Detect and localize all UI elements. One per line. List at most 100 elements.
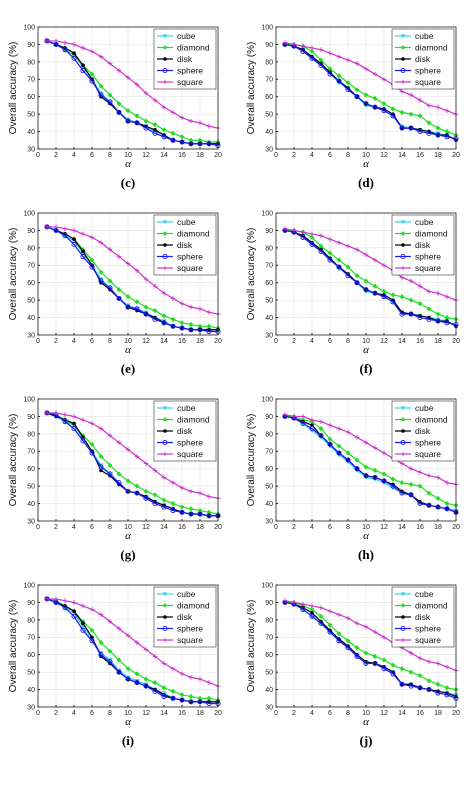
data-point-sphere [206,328,212,335]
legend-marker-square [400,79,406,85]
y-tick-label: 50 [265,484,273,491]
x-tick-label: 14 [398,524,406,531]
data-point-sphere [134,490,140,496]
x-tick-label: 0 [36,152,40,159]
chart-panel: 0 2 4 6 8 10 12 14 16 18 20 30 40 50 60 70 80 90 100 α Overa… [8,582,222,748]
x-tick-label: 4 [72,338,76,345]
data-point-square [152,283,158,289]
data-point-square [318,47,324,52]
legend-label-disk: disk [177,240,193,250]
legend-label-diamond: diamond [177,415,210,425]
data-point-sphere [417,685,423,691]
data-point-square [53,224,59,230]
data-point-square [444,108,450,113]
data-point-square [170,480,176,485]
data-point-diamond [372,467,378,474]
legend-label-disk: disk [177,612,193,622]
data-point-square [197,306,203,312]
data-point-sphere [170,137,176,143]
y-tick-label: 50 [265,112,273,119]
y-tick-label: 90 [27,228,35,235]
chart-panel: 0 2 4 6 8 10 12 14 16 18 20 30 40 50 60 70 80 90 100 α Overa… [246,396,460,562]
y-tick-label: 70 [265,77,273,84]
data-point-diamond [125,478,131,484]
data-point-sphere [327,71,333,77]
data-point-diamond [188,693,194,700]
data-point-sphere [143,125,149,131]
data-point-sphere [62,605,68,611]
x-tick-label: 8 [108,152,112,159]
legend-marker-diamond [162,417,168,422]
data-point-sphere [435,132,441,138]
y-tick-label: 40 [27,315,35,322]
data-point-sphere [89,450,95,456]
data-point-sphere [444,134,450,140]
data-point-square [309,231,315,237]
data-point-square [197,676,203,682]
data-point-diamond [363,92,369,98]
data-point-diamond [399,109,405,116]
data-point-sphere [408,683,414,689]
data-point-square [71,414,77,419]
data-point-diamond [408,669,414,675]
legend-label-disk: disk [415,240,431,250]
data-point-diamond [444,685,450,691]
data-point-diamond [390,106,396,112]
data-point-square [345,429,351,435]
x-tick-label: 20 [452,152,460,159]
legend-label-diamond: diamond [415,601,448,611]
data-point-square [408,650,414,656]
legend-label-cube: cube [177,217,196,227]
data-point-square [435,104,441,110]
data-point-square [44,596,50,602]
x-tick-label: 2 [54,710,58,717]
data-point-diamond [161,497,167,503]
y-tick-label: 70 [265,635,273,642]
legend-marker-disk [401,57,405,61]
data-point-diamond [372,95,378,102]
x-tick-label: 0 [274,524,278,531]
data-point-square [161,290,167,296]
x-tick-label: 10 [124,524,132,531]
x-tick-label: 16 [178,710,186,717]
data-point-square [71,42,77,47]
data-point-sphere [143,683,149,689]
x-tick-label: 2 [54,152,58,159]
legend-label-disk: disk [415,426,431,436]
x-tick-label: 6 [90,524,94,531]
x-tick-label: 18 [434,152,442,159]
data-point-square [291,600,297,605]
data-point-square [197,120,203,126]
data-point-square [372,629,378,635]
data-point-sphere [161,693,167,700]
data-point-square [71,228,77,233]
y-tick-label: 80 [27,245,35,252]
y-tick-label: 90 [265,414,273,421]
data-point-sphere [354,653,360,660]
x-tick-label: 20 [214,524,222,531]
y-tick-label: 100 [261,210,273,217]
x-tick-label: 6 [90,338,94,345]
data-point-square [98,612,104,617]
data-point-sphere [417,315,423,321]
legend-label-square: square [177,449,203,459]
data-point-sphere [444,506,450,512]
data-point-square [309,45,315,51]
data-point-diamond [399,479,405,486]
y-tick-label: 100 [23,210,35,217]
data-point-square [300,601,306,607]
data-point-diamond [188,321,194,328]
x-tick-label: 12 [142,524,150,531]
data-point-diamond [390,292,396,298]
data-point-square [62,226,68,231]
data-point-sphere [206,141,212,147]
data-point-sphere [152,316,158,322]
data-point-square [417,283,423,289]
data-point-diamond [354,87,360,93]
legend-marker-cube [162,592,168,597]
x-axis-title: α [363,716,369,728]
x-tick-label: 8 [108,524,112,531]
data-point-sphere [170,507,176,514]
y-tick-label: 100 [23,582,35,589]
data-point-diamond [354,273,360,279]
